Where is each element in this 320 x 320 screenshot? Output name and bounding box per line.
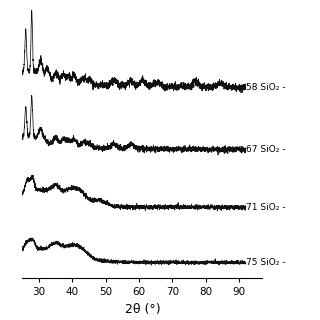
Text: 67 SiO₂ -: 67 SiO₂ - <box>246 145 286 155</box>
Text: 71 SiO₂ -: 71 SiO₂ - <box>246 203 286 212</box>
Text: 75 SiO₂ -: 75 SiO₂ - <box>246 258 286 267</box>
X-axis label: 2θ (°): 2θ (°) <box>124 303 160 316</box>
Text: 58 SiO₂ -: 58 SiO₂ - <box>246 83 286 92</box>
